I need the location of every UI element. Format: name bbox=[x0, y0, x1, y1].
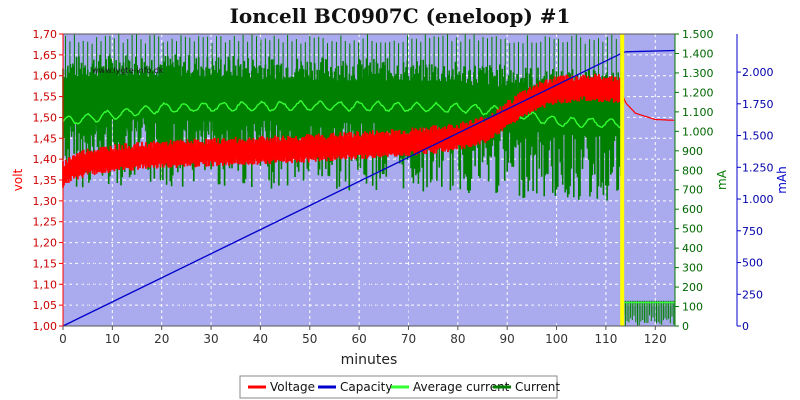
ma-tick-label: 1.200 bbox=[682, 86, 714, 99]
ma-tick-label: 1.500 bbox=[682, 28, 714, 41]
mah-tick-label: 1.000 bbox=[742, 193, 774, 206]
ma-tick-label: 900 bbox=[682, 145, 703, 158]
volt-tick-label: 1,10 bbox=[33, 278, 58, 291]
volt-tick-label: 1,30 bbox=[33, 195, 58, 208]
ma-tick-label: 300 bbox=[682, 262, 703, 275]
mah-tick-label: 1.750 bbox=[742, 98, 774, 111]
volt-tick-label: 1,45 bbox=[33, 132, 58, 145]
ma-tick-label: 500 bbox=[682, 223, 703, 236]
legend-entry: Voltage bbox=[270, 380, 315, 394]
ma-tick-label: 1.100 bbox=[682, 106, 714, 119]
volt-tick-label: 1,70 bbox=[33, 28, 58, 41]
mah-tick-label: 0 bbox=[742, 320, 749, 333]
volt-tick-label: 1,60 bbox=[33, 70, 58, 83]
ma-tick-label: 200 bbox=[682, 281, 703, 294]
x-tick-label: 100 bbox=[545, 332, 568, 346]
volt-tick-label: 1,15 bbox=[33, 257, 58, 270]
volt-tick-label: 1,05 bbox=[33, 299, 58, 312]
volt-tick-label: 1,25 bbox=[33, 216, 58, 229]
x-tick-label: 0 bbox=[59, 332, 67, 346]
ma-tick-label: 1.300 bbox=[682, 67, 714, 80]
mah-tick-label: 250 bbox=[742, 288, 763, 301]
ma-tick-label: 100 bbox=[682, 301, 703, 314]
x-tick-label: 20 bbox=[154, 332, 169, 346]
x-tick-label: 90 bbox=[500, 332, 515, 346]
mah-tick-label: 1.500 bbox=[742, 130, 774, 143]
ma-tick-label: 700 bbox=[682, 184, 703, 197]
mah-tick-label: 2.000 bbox=[742, 66, 774, 79]
watermark: www.lygte-info.dk bbox=[92, 66, 164, 75]
series-current-gaps bbox=[68, 209, 622, 326]
ma-tick-label: 400 bbox=[682, 242, 703, 255]
x-tick-label: 120 bbox=[644, 332, 667, 346]
x-axis-label: minutes bbox=[341, 352, 398, 368]
ma-tick-label: 1.400 bbox=[682, 47, 714, 60]
volt-tick-label: 1,00 bbox=[33, 320, 58, 333]
legend-entry: Current bbox=[515, 380, 560, 394]
x-tick-label: 30 bbox=[203, 332, 218, 346]
legend-entry: Average current bbox=[413, 380, 510, 394]
volt-tick-label: 1,65 bbox=[33, 49, 58, 62]
x-tick-label: 110 bbox=[594, 332, 617, 346]
chart-title: Ioncell BC0907C (eneloop) #1 bbox=[229, 4, 571, 28]
volt-tick-label: 1,40 bbox=[33, 153, 58, 166]
ma-tick-label: 600 bbox=[682, 203, 703, 216]
ma-axis-label: mA bbox=[715, 169, 729, 190]
mah-tick-label: 750 bbox=[742, 225, 763, 238]
mah-tick-label: 1.250 bbox=[742, 161, 774, 174]
x-tick-label: 40 bbox=[253, 332, 268, 346]
x-tick-label: 60 bbox=[351, 332, 366, 346]
mah-axis-label: mAh bbox=[775, 166, 789, 194]
volt-tick-label: 1,35 bbox=[33, 174, 58, 187]
x-tick-label: 70 bbox=[401, 332, 416, 346]
ma-tick-label: 1.000 bbox=[682, 125, 714, 138]
series-average-current bbox=[62, 100, 675, 304]
ma-tick-label: 800 bbox=[682, 164, 703, 177]
x-tick-label: 10 bbox=[105, 332, 120, 346]
legend-entry: Capacity bbox=[340, 380, 392, 394]
ma-tick-label: 0 bbox=[682, 320, 689, 333]
volt-tick-label: 1,20 bbox=[33, 237, 58, 250]
volt-tick-label: 1,55 bbox=[33, 91, 58, 104]
x-tick-label: 50 bbox=[302, 332, 317, 346]
x-tick-label: 80 bbox=[450, 332, 465, 346]
volt-axis-label: volt bbox=[11, 168, 25, 191]
volt-tick-label: 1,50 bbox=[33, 111, 58, 124]
mah-tick-label: 500 bbox=[742, 257, 763, 270]
series-voltage-tail bbox=[620, 92, 675, 121]
